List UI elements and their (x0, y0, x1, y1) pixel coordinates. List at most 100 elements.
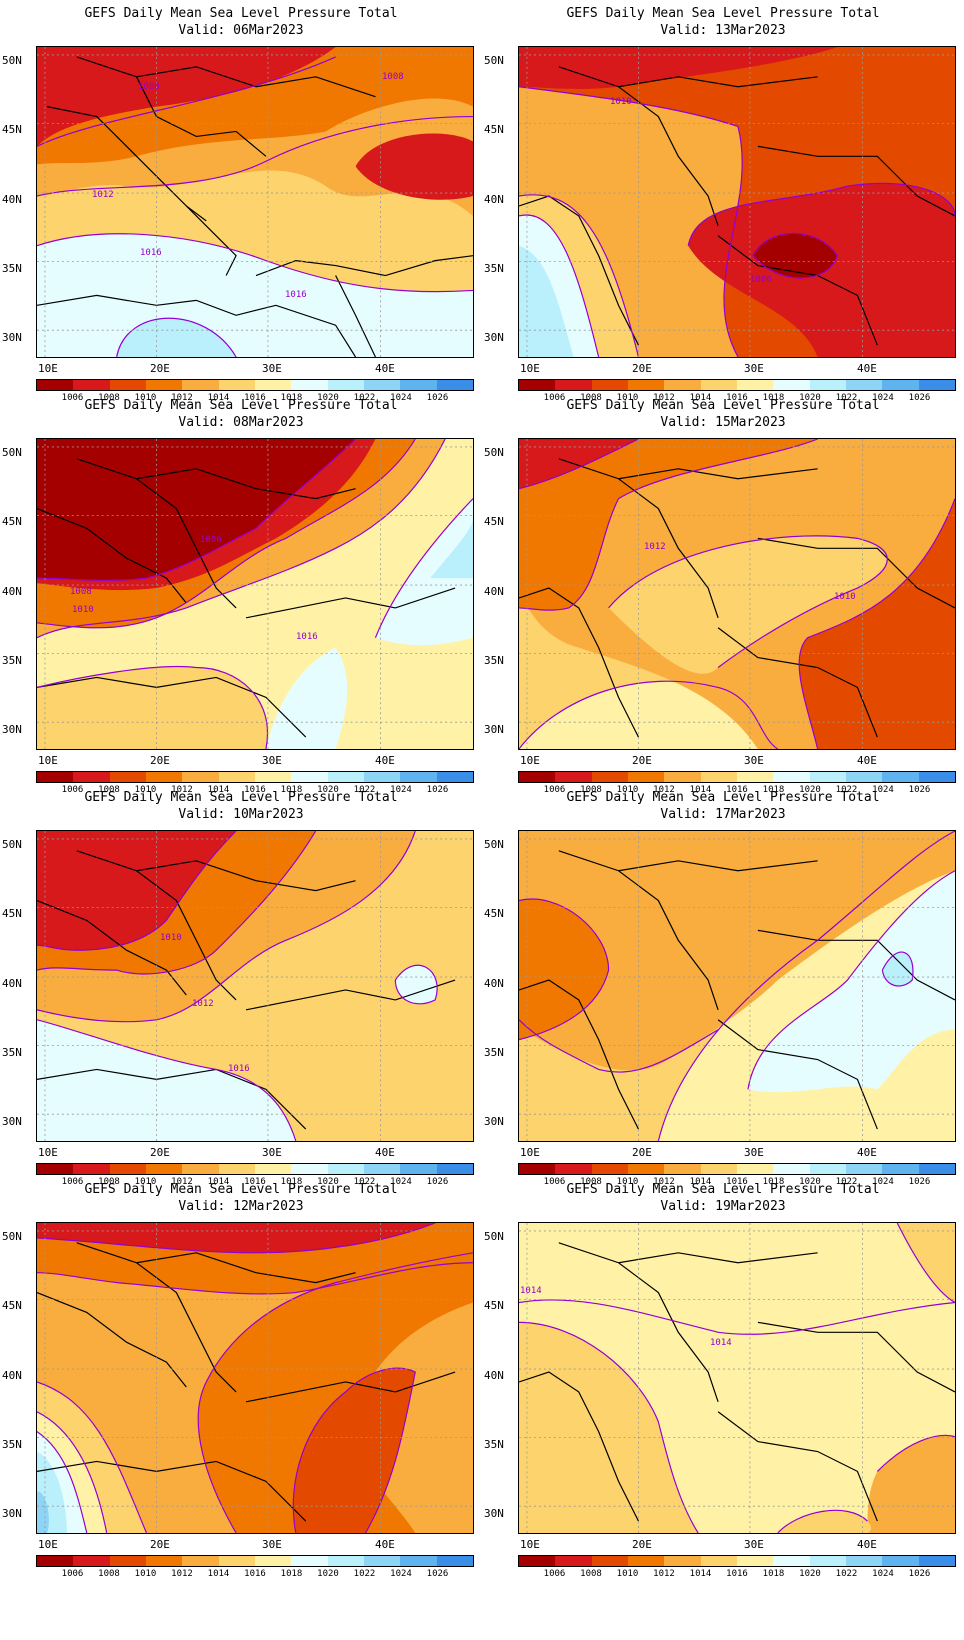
map-panel-13mar: GEFS Daily Mean Sea Level Pressure Total… (482, 0, 964, 410)
colorbar-label: 1016 (726, 1177, 748, 1187)
colorbar-swatch (845, 1556, 883, 1566)
colorbar-swatch (700, 1164, 737, 1174)
lon-label: 20E (150, 1538, 170, 1551)
colorbar-swatch (400, 1164, 437, 1174)
colorbar (36, 379, 474, 391)
contour-label: 1016 (140, 248, 162, 258)
colorbar-swatch (218, 772, 255, 782)
gridlines (37, 1223, 473, 1533)
lon-label: 10E (38, 1146, 58, 1159)
colorbar-label: 1026 (908, 785, 931, 795)
pressure-map (518, 830, 956, 1142)
colorbar-swatch (363, 380, 401, 390)
colorbar-label: 1024 (872, 393, 894, 403)
colorbar-swatch (436, 1164, 473, 1174)
lon-label: 10E (38, 362, 58, 375)
colorbar-label: 1026 (426, 785, 449, 795)
colorbar-label: 1020 (799, 1569, 821, 1579)
lat-label: 45N (2, 123, 22, 136)
colorbar-label: 1016 (244, 1177, 266, 1187)
colorbar-swatch (700, 380, 737, 390)
colorbar-swatch (73, 380, 110, 390)
colorbar-swatch (918, 1164, 955, 1174)
colorbar-label: 1008 (98, 393, 120, 403)
colorbar-swatch (436, 1556, 473, 1566)
contour-label: 1014 (520, 1286, 542, 1296)
colorbar-swatch (882, 1556, 919, 1566)
lat-label: 50N (2, 838, 22, 851)
colorbar-swatch (254, 1556, 292, 1566)
lat-label: 40N (484, 193, 504, 206)
colorbar (518, 771, 956, 783)
lat-label: 35N (484, 1438, 504, 1451)
colorbar-swatch (400, 380, 437, 390)
lat-label: 40N (484, 1369, 504, 1382)
lon-label: 40E (375, 1146, 395, 1159)
colorbar-swatch (845, 772, 883, 782)
colorbar-swatch (291, 1556, 328, 1566)
colorbar-swatch (845, 380, 883, 390)
lat-label: 30N (2, 1115, 22, 1128)
colorbar-label: 1018 (280, 1177, 303, 1187)
colorbar-label: 1012 (653, 393, 675, 403)
panel-valid-date: Valid: 15Mar2023 (660, 415, 786, 430)
colorbar-label: 1008 (580, 1177, 602, 1187)
lon-label: 30E (744, 1538, 764, 1551)
colorbar-swatch (218, 1164, 255, 1174)
colorbar-label: 1006 (543, 393, 566, 403)
lon-label: 20E (632, 362, 652, 375)
lat-label: 40N (2, 193, 22, 206)
colorbar-swatch (700, 772, 737, 782)
lon-label: 20E (632, 754, 652, 767)
colorbar-label: 1014 (689, 393, 712, 403)
colorbar-label: 1012 (653, 1569, 675, 1579)
lon-label: 20E (150, 754, 170, 767)
colorbar-swatch (627, 1164, 665, 1174)
colorbar-label: 1010 (616, 1177, 639, 1187)
pressure-map (518, 438, 956, 750)
lat-label: 35N (484, 1046, 504, 1059)
colorbar-swatch (809, 1556, 846, 1566)
lat-label: 45N (484, 1299, 504, 1312)
colorbar-swatch (436, 772, 473, 782)
lat-label: 30N (2, 1507, 22, 1520)
lon-label: 30E (262, 1146, 282, 1159)
map-panel-06mar: GEFS Daily Mean Sea Level Pressure Total… (0, 0, 482, 410)
colorbar-swatch (109, 380, 146, 390)
colorbar-label: 1010 (616, 785, 639, 795)
contour-label: 1008 (382, 72, 404, 82)
map-panel-19mar: GEFS Daily Mean Sea Level Pressure Total… (482, 1176, 964, 1586)
lon-label: 20E (150, 362, 170, 375)
colorbar-label: 1020 (317, 393, 339, 403)
lon-label: 40E (375, 1538, 395, 1551)
colorbar (36, 771, 474, 783)
colorbar-label: 1020 (317, 785, 339, 795)
map-panel-17mar: GEFS Daily Mean Sea Level Pressure Total… (482, 784, 964, 1194)
colorbar-label: 1006 (61, 1177, 84, 1187)
lat-label: 50N (2, 54, 22, 67)
panel-valid-date: Valid: 13Mar2023 (660, 23, 786, 38)
contour-label: 1008 (70, 587, 92, 597)
colorbar-swatch (736, 1164, 774, 1174)
colorbar-label: 1022 (353, 1177, 376, 1187)
colorbar-swatch (37, 772, 74, 782)
lon-label: 10E (520, 362, 540, 375)
colorbar-label: 1016 (244, 1569, 266, 1579)
contour-label: 1016 (296, 632, 318, 642)
colorbar-label: 1026 (908, 1177, 931, 1187)
colorbar-label: 1024 (390, 1177, 412, 1187)
colorbar-swatch (555, 772, 592, 782)
colorbar-label: 1012 (171, 1569, 193, 1579)
lon-label: 10E (520, 754, 540, 767)
lon-label: 30E (262, 754, 282, 767)
lat-label: 40N (484, 977, 504, 990)
gridlines (37, 47, 473, 357)
colorbar-label: 1006 (543, 1177, 566, 1187)
colorbar-swatch (436, 380, 473, 390)
colorbar-swatch (218, 380, 255, 390)
colorbar-swatch (882, 1164, 919, 1174)
lat-label: 30N (484, 723, 504, 736)
lat-label: 30N (2, 723, 22, 736)
panel-valid-date: Valid: 10Mar2023 (178, 807, 304, 822)
colorbar-swatch (254, 1164, 292, 1174)
